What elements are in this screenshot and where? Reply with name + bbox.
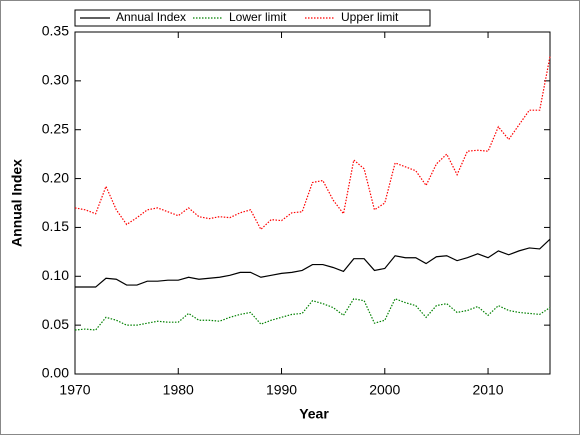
x-axis-label: Year — [299, 406, 329, 422]
x-tick-label: 1990 — [266, 382, 297, 398]
x-tick-label: 1970 — [59, 382, 90, 398]
y-tick-label: 0.10 — [42, 267, 69, 283]
x-tick-label: 1980 — [163, 382, 194, 398]
y-tick-label: 0.35 — [42, 23, 69, 39]
legend: Annual Index Lower limit Upper limit — [74, 9, 431, 27]
series-line — [75, 238, 551, 288]
y-tick-label: 0.20 — [42, 169, 69, 185]
series-line — [74, 56, 551, 231]
y-tick-label: 0.05 — [42, 316, 69, 332]
legend-label: Lower limit — [229, 10, 287, 24]
y-tick-label: 0.00 — [42, 365, 69, 381]
legend-label: Upper limit — [341, 10, 399, 24]
x-tick-label: 2010 — [472, 382, 503, 398]
plot-area — [74, 31, 551, 375]
y-tick-label: 0.25 — [42, 120, 69, 136]
y-axis-label: Annual Index — [9, 159, 25, 247]
x-tick-label: 2000 — [369, 382, 400, 398]
legend-box — [74, 9, 431, 27]
series-line — [74, 298, 551, 331]
y-tick-label: 0.15 — [42, 218, 69, 234]
y-tick-label: 0.30 — [42, 72, 69, 88]
legend-label: Annual Index — [116, 10, 186, 24]
